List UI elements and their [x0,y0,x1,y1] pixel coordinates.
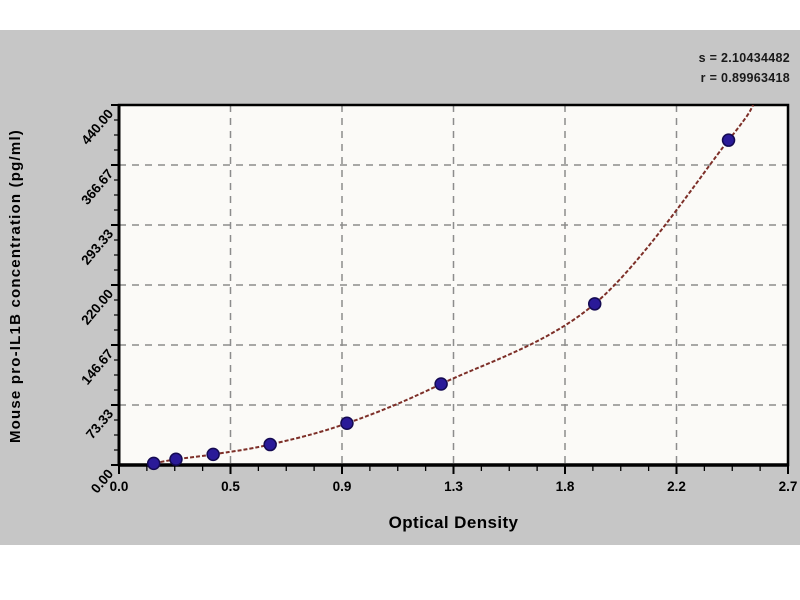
x-axis-title: Optical Density [388,513,519,532]
data-point-marker [206,447,220,462]
y-tick-label: 366.67 [78,166,116,207]
data-point-marker [169,452,183,467]
data-point-marker [587,297,602,311]
y-tick-label: 440.00 [78,106,116,147]
fit-curve [148,105,755,465]
x-tick-label: 2.7 [779,479,798,494]
x-tick-label: 0.5 [221,479,240,494]
x-tick-label: 1.3 [444,479,463,494]
fit-stat-r: r = 0.89963418 [700,71,790,85]
fit-stat-s: s = 2.10434482 [698,51,790,65]
data-point-marker [263,437,277,452]
data-point-marker [340,416,354,431]
x-tick-label: 1.8 [556,479,575,494]
data-point-marker [721,133,736,147]
fit-statistics: s = 2.10434482 r = 0.89963418 [699,48,790,88]
data-point-marker [146,456,161,471]
x-tick-label: 0.0 [110,479,129,494]
y-tick-label: 146.67 [78,346,116,387]
y-tick-label: 220.00 [78,286,116,327]
x-tick-label: 2.2 [667,479,686,494]
data-point-marker [434,377,448,391]
x-tick-label: 0.9 [333,479,352,494]
y-tick-label: 73.33 [83,406,117,442]
y-tick-label: 293.33 [78,226,116,268]
